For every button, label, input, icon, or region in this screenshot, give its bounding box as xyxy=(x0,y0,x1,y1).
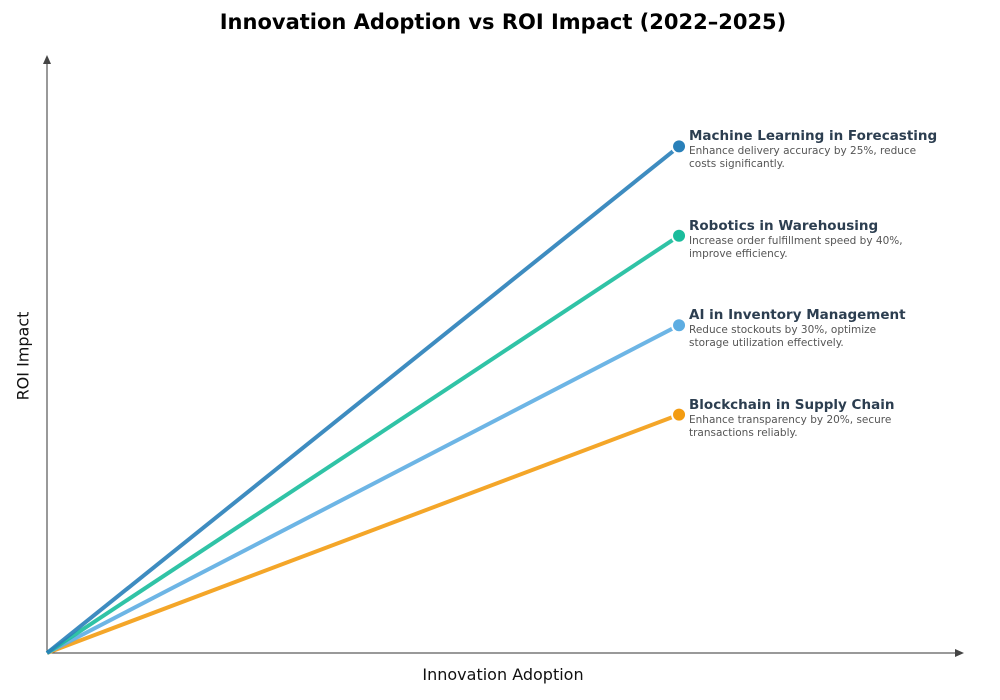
annotation-description: Increase order fulfillment speed by 40%,… xyxy=(689,234,903,260)
annotation-2: AI in Inventory Management Reduce stockou… xyxy=(689,307,919,350)
series-endpoint-2 xyxy=(671,317,688,334)
series-endpoint-1 xyxy=(671,227,688,244)
x-axis-label: Innovation Adoption xyxy=(422,665,584,684)
series-line-2 xyxy=(46,323,680,655)
annotation-title: AI in Inventory Management xyxy=(689,307,906,324)
annotation-1: Robotics in Warehousing Increase order fu… xyxy=(689,218,919,261)
annotation-0: Machine Learning in Forecasting Enhance d… xyxy=(689,128,937,171)
series-line-0 xyxy=(45,144,681,655)
x-axis-arrow-icon xyxy=(955,649,964,657)
series-endpoint-0 xyxy=(671,138,688,155)
annotation-title: Blockchain in Supply Chain xyxy=(689,396,895,413)
chart-title: Innovation Adoption vs ROI Impact (2022–… xyxy=(219,10,787,34)
y-axis-arrow-icon xyxy=(43,55,51,64)
series-line-3 xyxy=(46,412,680,655)
annotation-title: Robotics in Warehousing xyxy=(689,217,879,234)
series-endpoint-3 xyxy=(671,406,688,423)
annotation-3: Blockchain in Supply Chain Enhance transp… xyxy=(689,397,919,440)
annotation-description: Reduce stockouts by 30%, optimize storag… xyxy=(689,324,877,350)
annotation-title: Machine Learning in Forecasting xyxy=(689,128,938,145)
annotation-description: Enhance transparency by 20%, secure tran… xyxy=(689,413,892,439)
annotation-description: Enhance delivery accuracy by 25%, reduce… xyxy=(689,145,917,171)
series-line-1 xyxy=(45,234,681,655)
